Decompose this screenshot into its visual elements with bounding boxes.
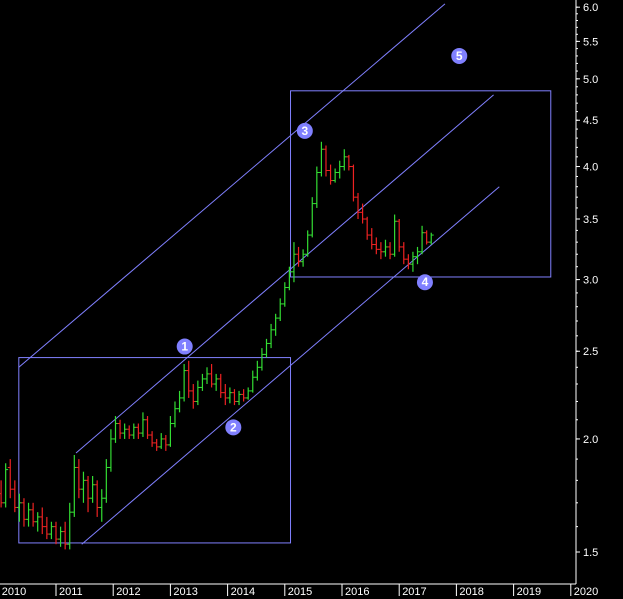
x-tick-label: 2018	[459, 586, 483, 598]
y-axis: 6.0 5.5 5.0 4.5 4.0 3.5 3.0 2.5 2.0 1.5	[576, 2, 598, 559]
wave-label-2: 2	[225, 419, 242, 436]
channel-line-1	[18, 3, 446, 368]
y-tick-label: 4.5	[583, 115, 598, 127]
wave-label-text: 2	[230, 420, 237, 434]
wave-label-3: 3	[296, 122, 313, 139]
wave-label-text: 4	[422, 275, 429, 289]
y-tick-label: 5.5	[583, 36, 598, 48]
wave-label-4: 4	[416, 274, 433, 291]
wave-label-marker	[225, 419, 242, 436]
channel-line-2	[75, 94, 494, 454]
price-bars-layer	[0, 141, 434, 550]
x-tick-label: 2015	[288, 586, 312, 598]
channel-line-3	[81, 186, 500, 545]
x-tick-label: 2010	[2, 586, 26, 598]
y-tick-label: 3.0	[583, 275, 598, 287]
y-tick-label: 5.0	[583, 74, 598, 86]
x-tick-label: 2019	[517, 586, 541, 598]
y-tick-label: 2.5	[583, 346, 598, 358]
wave-label-5: 5	[451, 47, 468, 64]
wave-label-text: 5	[456, 49, 463, 63]
ohlc-bar	[3, 463, 9, 508]
x-tick-label: 2012	[116, 586, 140, 598]
y-tick-label: 2.0	[583, 434, 598, 446]
channel-lines-layer	[18, 3, 500, 545]
x-tick-label: 2020	[574, 586, 598, 598]
y-tick-label: 6.0	[583, 2, 598, 14]
wave-label-marker	[451, 47, 468, 64]
x-tick-label: 2014	[231, 586, 255, 598]
y-tick-label: 4.0	[583, 162, 598, 174]
wave-label-marker	[176, 338, 193, 355]
x-tick-label: 2017	[402, 586, 426, 598]
y-tick-label: 1.5	[583, 547, 598, 559]
wave-label-text: 3	[301, 124, 308, 138]
x-tick-label: 2016	[345, 586, 369, 598]
x-axis: 2010 2011 2012 2013 2014 2015 2016 2017 2018 2019…	[2, 584, 598, 598]
wave-label-marker	[296, 122, 313, 139]
y-tick-label: 3.5	[583, 214, 598, 226]
x-tick-label: 2011	[59, 586, 83, 598]
x-tick-label: 2013	[173, 586, 197, 598]
wave-label-marker	[416, 274, 433, 291]
wave-label-text: 1	[181, 340, 188, 354]
wave-label-1: 1	[176, 338, 193, 355]
annotations-layer: 1 2 3 4 5	[176, 47, 468, 436]
range-box-1	[18, 357, 292, 544]
ohlc-bar	[428, 232, 434, 245]
